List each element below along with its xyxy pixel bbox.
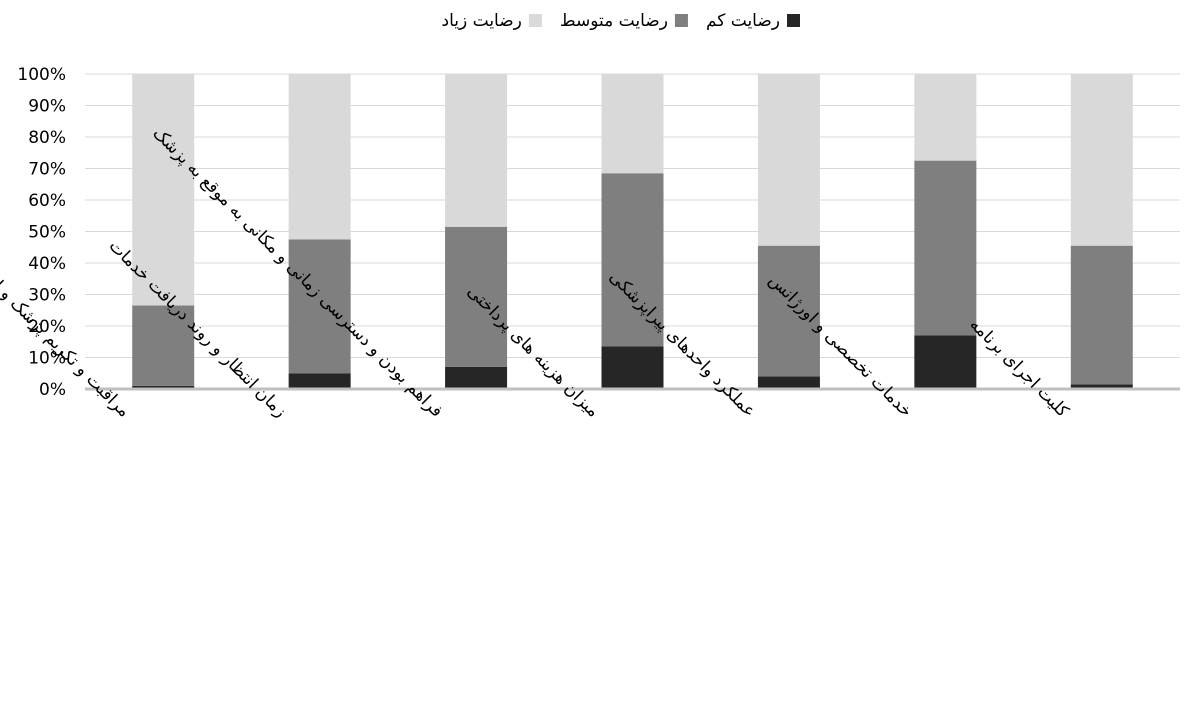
y-tick-label: 0%: [39, 380, 66, 400]
chart-legend: رضایت کم رضایت متوسط رضایت زیاد: [442, 11, 800, 31]
bar-segment: [288, 74, 351, 240]
legend-swatch: [787, 14, 800, 27]
bar-segment: [914, 74, 977, 161]
bar-segment: [132, 385, 195, 389]
y-tick-label: 30%: [28, 286, 66, 306]
bar-segment: [757, 74, 820, 246]
bar-segment: [757, 376, 820, 389]
y-tick-label: 40%: [28, 254, 66, 274]
y-tick-label: 70%: [28, 160, 66, 180]
bar-segment: [445, 74, 508, 227]
legend-label: رضایت کم: [706, 11, 780, 31]
legend-label: رضایت زیاد: [442, 11, 522, 31]
bar-segment: [601, 74, 664, 174]
x-tick-label: کلیت اجرای برنامه: [965, 315, 1073, 423]
y-tick-label: 60%: [28, 191, 66, 211]
bar-segment: [914, 160, 977, 336]
x-tick-label: مراقبت و تکریم پزشک و اعتماد و اعتقاد به…: [0, 134, 134, 421]
bar-segment: [914, 335, 977, 389]
y-tick-label: 90%: [28, 97, 66, 117]
bar-segment: [757, 245, 820, 377]
bar-segment: [601, 173, 664, 347]
bar-segment: [1070, 74, 1133, 246]
bar-segment: [445, 366, 508, 389]
bar-segment: [288, 373, 351, 389]
bar-segment: [1070, 384, 1133, 389]
legend-swatch: [674, 14, 688, 27]
y-axis: 0% 10% 20% 30% 40% 50% 60% 70% 80% 90% 100%: [17, 65, 66, 400]
y-tick-label: 50%: [28, 223, 66, 243]
y-tick-label: 100%: [17, 65, 66, 85]
bar-segment: [445, 226, 508, 367]
y-tick-label: 80%: [28, 128, 66, 148]
bars: [132, 74, 1133, 389]
bar-segment: [1070, 245, 1133, 385]
legend-label: رضایت متوسط: [560, 11, 668, 31]
bar-segment: [132, 305, 195, 386]
legend-swatch: [528, 14, 542, 27]
bar-segment: [132, 74, 195, 306]
bar-segment: [288, 239, 351, 374]
y-tick-label: 10%: [28, 349, 66, 369]
bar-segment: [601, 346, 664, 389]
y-tick-label: 20%: [28, 317, 66, 337]
